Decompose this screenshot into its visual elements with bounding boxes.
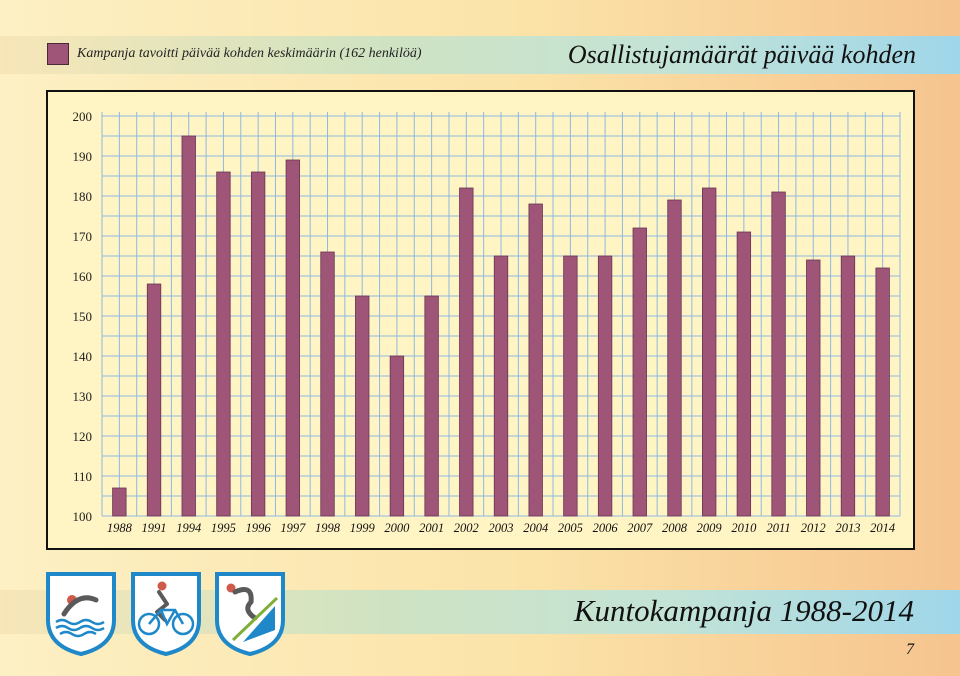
bar-2010 [736, 231, 752, 517]
bar-2012 [806, 259, 821, 517]
y-tick-label: 140 [73, 349, 93, 364]
x-tick-label: 2010 [731, 521, 757, 535]
x-tick-label: 2014 [870, 521, 895, 535]
bar-1994 [181, 135, 196, 517]
x-tick-label: 2003 [489, 521, 514, 535]
bar-2003 [493, 255, 509, 517]
bar-2001 [424, 295, 439, 517]
header-band [0, 36, 960, 74]
chart-heading: Osallistujamäärät päivää kohden [567, 40, 916, 69]
bar-1991 [146, 283, 162, 517]
x-tick-label: 2008 [662, 521, 688, 535]
y-tick-label: 150 [73, 309, 93, 324]
bar-2011 [771, 191, 786, 517]
bar-2004 [528, 203, 543, 517]
campaign-title: Kuntokampanja 1988-2014 [573, 593, 914, 628]
swimming-icon [46, 572, 116, 656]
x-tick-label: 1994 [176, 521, 201, 535]
x-tick-label: 2013 [835, 521, 860, 535]
x-tick-label: 1997 [280, 521, 306, 535]
y-tick-label: 130 [73, 389, 93, 404]
y-tick-label: 110 [73, 469, 92, 484]
x-tick-label: 2011 [767, 521, 791, 535]
x-tick-label: 2004 [523, 521, 548, 535]
y-tick-label: 180 [73, 189, 93, 204]
bar-1996 [250, 171, 266, 517]
y-tick-label: 200 [73, 109, 93, 124]
skiing-icon [215, 572, 285, 656]
bar-2006 [597, 255, 613, 517]
x-tick-label: 1996 [246, 521, 272, 535]
bar-2013 [840, 255, 856, 517]
bar-1998 [320, 251, 335, 517]
bar-2005 [563, 255, 578, 517]
x-tick-label: 1991 [142, 521, 167, 535]
bar-2014 [875, 267, 890, 517]
y-tick-label: 170 [73, 229, 93, 244]
bar-2009 [702, 187, 717, 517]
x-tick-label: 2006 [593, 521, 619, 535]
x-tick-label: 2002 [454, 521, 479, 535]
y-tick-label: 120 [73, 429, 93, 444]
legend-label: Kampanja tavoitti päivää kohden keskimää… [77, 46, 422, 61]
chart-panel: 100 110 120 130 140 150 160 170 180 190 200 1988 199… [46, 90, 915, 550]
bar-2000 [389, 355, 405, 517]
x-tick-label: 1995 [211, 521, 236, 535]
x-tick-label: 2005 [558, 521, 583, 535]
bar-1995 [216, 171, 231, 517]
bar-1997 [285, 159, 300, 517]
x-tick-label: 2012 [801, 521, 826, 535]
y-tick-label: 160 [73, 269, 93, 284]
page-number: 7 [906, 641, 914, 658]
bar-2002 [459, 187, 474, 517]
legend-swatch [47, 43, 69, 65]
bar-2007 [632, 227, 647, 517]
x-tick-label: 2000 [384, 521, 410, 535]
x-tick-label: 1998 [315, 521, 341, 535]
cycling-icon [131, 572, 201, 656]
y-tick-label: 100 [73, 509, 93, 524]
bar-chart: 100 110 120 130 140 150 160 170 180 190 200 1988 199… [73, 109, 901, 535]
x-tick-label: 2001 [419, 521, 444, 535]
x-tick-label: 1988 [107, 521, 133, 535]
x-tick-label: 1999 [350, 521, 376, 535]
x-tick-label: 2009 [697, 521, 723, 535]
bar-2008 [667, 199, 682, 517]
bar-1999 [355, 295, 370, 517]
y-tick-label: 190 [73, 149, 93, 164]
x-tick-label: 2007 [627, 521, 653, 535]
bar-1988 [112, 487, 127, 517]
